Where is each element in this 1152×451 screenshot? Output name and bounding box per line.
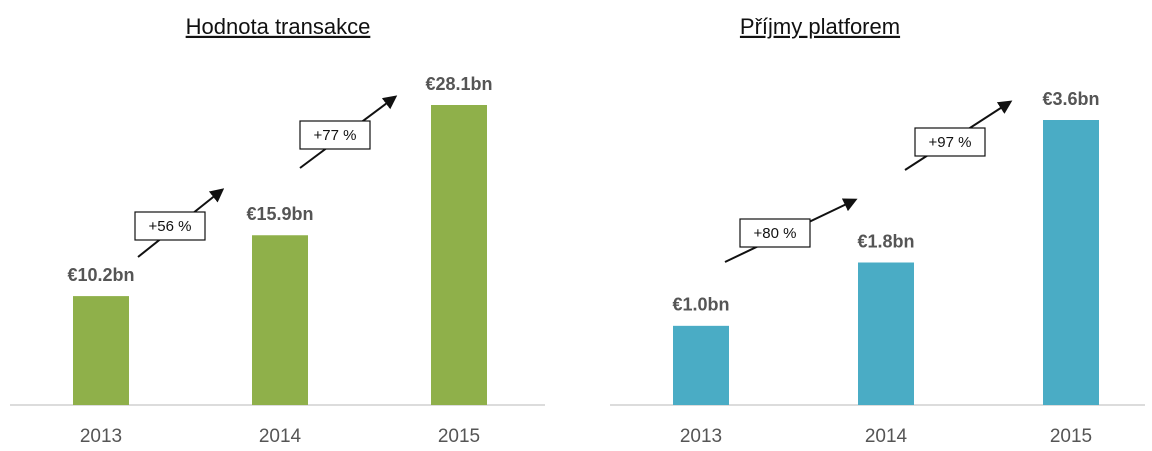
- bar: [252, 235, 308, 405]
- chart-title: Příjmy platforem: [740, 14, 900, 39]
- x-tick-label: 2014: [259, 426, 302, 446]
- x-tick-label: 2015: [438, 426, 480, 446]
- annotation-box: [914, 127, 986, 157]
- annotation-box: [299, 120, 371, 150]
- annotation-box: [134, 211, 206, 241]
- bar: [73, 296, 129, 405]
- annotation: +80 %: [754, 225, 797, 242]
- value-label: €15.9bn: [246, 204, 313, 224]
- annotation-box: [739, 218, 811, 248]
- value-label: €1.8bn: [857, 231, 914, 251]
- value-label: €1.0bn: [672, 295, 729, 315]
- x-tick-label: 2015: [1050, 426, 1092, 446]
- bar: [858, 262, 914, 405]
- bar: [431, 105, 487, 405]
- value-label: €3.6bn: [1042, 89, 1099, 109]
- annotation: +77 %: [314, 127, 357, 144]
- annotation: +97 %: [929, 134, 972, 151]
- x-tick-label: 2014: [865, 426, 908, 446]
- value-label: €10.2bn: [67, 265, 134, 285]
- x-tick-label: 2013: [680, 426, 722, 446]
- bar: [673, 325, 729, 405]
- chart-title: Hodnota transakce: [186, 14, 371, 39]
- bar: [1043, 120, 1099, 405]
- annotation: +56 %: [149, 218, 192, 235]
- x-tick-label: 2013: [80, 426, 122, 446]
- value-label: €28.1bn: [425, 74, 492, 94]
